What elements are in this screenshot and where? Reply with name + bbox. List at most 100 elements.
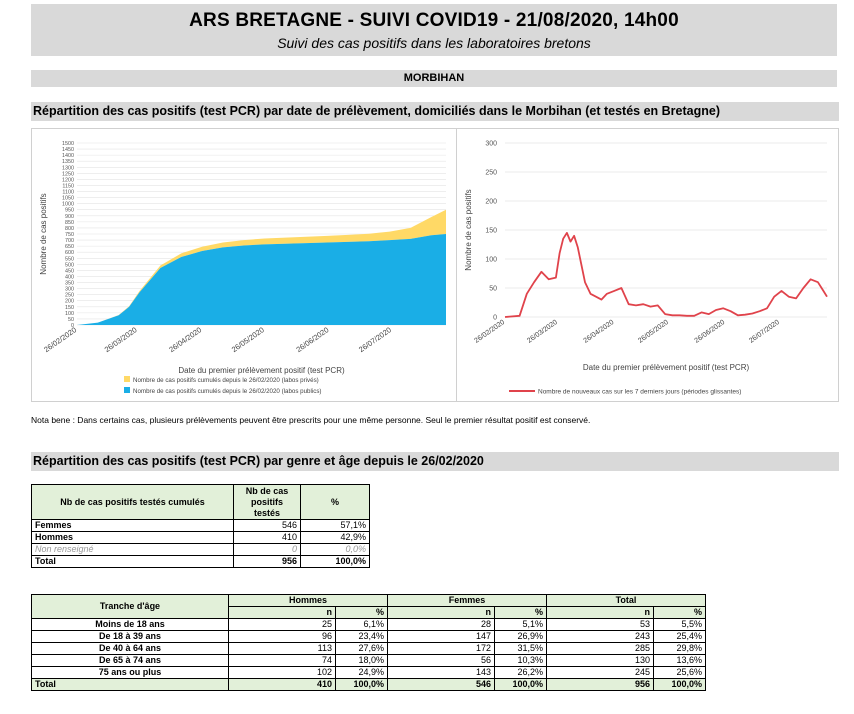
table-row: De 18 à 39 ans 96 23,4% 147 26,9% 243 25,4% [31,630,706,643]
legend-label: Nombre de cas positifs cumulés depuis le… [133,388,321,395]
table-row: Total 956 100,0% [31,555,370,568]
x-tick-label: 26/05/2020 [637,319,670,345]
row-value: 27,6% [335,642,388,655]
x-axis-label: Date du premier prélèvement positif (tes… [583,363,750,372]
age-table: Tranche d'âge Hommes Femmes Total n% n% n%… [31,594,706,691]
row-value: 410 [228,678,336,691]
y-tick-label: 900 [65,214,74,220]
y-tick-label: 650 [65,244,74,250]
row-label: De 65 à 74 ans [31,654,229,667]
row-label: Hommes [31,531,234,544]
row-value: 6,1% [335,618,388,631]
row-value: 285 [546,642,654,655]
row-value: 56 [387,654,495,667]
y-tick-label: 350 [65,281,74,287]
row-value: 243 [546,630,654,643]
y-tick-label: 800 [65,226,74,232]
age-table-header-label: Tranche d'âge [31,594,229,619]
weekly-chart-svg: 0 50 100 150 200 250 300 26/02/2020 26/03/2020 26… [464,141,828,396]
row-value: 0 [233,543,301,556]
x-tick-label: 26/04/2020 [583,319,616,345]
y-tick-label: 1300 [62,165,74,171]
y-tick-label: 850 [65,220,74,226]
row-value: 546 [387,678,495,691]
y-tick-label: 1350 [62,159,74,165]
row-value: 18,0% [335,654,388,667]
y-tick-label: 1100 [62,190,74,196]
y-tick-label: 1250 [62,171,74,177]
row-value: 5,1% [494,618,547,631]
row-value: 147 [387,630,495,643]
x-tick-label: 26/03/2020 [103,325,139,354]
subheader-pct: % [335,606,388,619]
y-tick-label: 200 [485,199,497,206]
table-row: Non renseigné 0 0,0% [31,543,370,556]
x-tick-label: 26/07/2020 [748,319,781,345]
row-label: 75 ans ou plus [31,666,229,679]
row-value: 100,0% [653,678,706,691]
row-value: 130 [546,654,654,667]
gender-table-header-n: Nb de cas positifs testés [233,484,301,520]
table-row: 75 ans ou plus 102 24,9% 143 26,2% 245 25,6% [31,666,706,679]
y-tick-label: 550 [65,256,74,262]
report-subtitle: Suivi des cas positifs dans les laborato… [277,35,591,51]
cumulative-chart-svg: 0501001502002503003504004505005506006507… [39,141,446,395]
section-title-gender-age: Répartition des cas positifs (test PCR) … [31,452,839,471]
weekly-chart: 0 50 100 150 200 250 300 26/02/2020 26/03/2020 26… [456,128,839,402]
row-value: 13,6% [653,654,706,667]
y-tick-label: 0 [71,323,74,329]
y-tick-label: 700 [65,238,74,244]
row-value: 31,5% [494,642,547,655]
row-value: 100,0% [300,555,370,568]
gender-table-header-label: Nb de cas positifs testés cumulés [31,484,234,520]
row-label: Femmes [31,519,234,532]
y-tick-label: 250 [485,170,497,177]
row-value: 0,0% [300,543,370,556]
row-value: 102 [228,666,336,679]
row-value: 25 [228,618,336,631]
legend-swatch [124,387,130,393]
row-label: Total [31,678,229,691]
y-tick-label: 1150 [62,183,74,189]
subheader-n: n [387,606,495,619]
y-tick-label: 500 [65,262,74,268]
y-tick-label: 300 [65,287,74,293]
row-value: 410 [233,531,301,544]
y-tick-label: 1500 [62,141,74,147]
row-value: 24,9% [335,666,388,679]
row-value: 53 [546,618,654,631]
row-value: 100,0% [335,678,388,691]
table-row: Femmes 546 57,1% [31,519,370,532]
row-label: De 40 à 64 ans [31,642,229,655]
subheader-pct: % [494,606,547,619]
row-label: Moins de 18 ans [31,618,229,631]
y-tick-label: 50 [489,286,497,293]
row-value: 100,0% [494,678,547,691]
x-tick-label: 26/05/2020 [230,325,266,354]
legend-label: Nombre de nouveaux cas sur les 7 dernier… [538,389,741,396]
y-tick-label: 50 [68,317,74,323]
y-tick-label: 100 [65,311,74,317]
y-tick-label: 950 [65,208,74,214]
x-tick-label: 26/06/2020 [694,319,727,345]
row-label: Non renseigné [31,543,234,556]
age-table-group-women: Femmes [387,594,547,607]
x-tick-label: 26/02/2020 [473,319,506,345]
area-public-labs [77,234,446,325]
gender-table-header-pct: % [300,484,370,520]
row-value: 143 [387,666,495,679]
report-header: ARS BRETAGNE - SUIVI COVID19 - 21/08/202… [31,4,837,56]
x-tick-label: 26/03/2020 [526,319,559,345]
row-value: 29,8% [653,642,706,655]
table-row: Hommes 410 42,9% [31,531,370,544]
nota-bene: Nota bene : Dans certains cas, plusieurs… [31,415,591,425]
row-value: 113 [228,642,336,655]
y-tick-label: 300 [485,141,497,148]
table-row: Moins de 18 ans 25 6,1% 28 5,1% 53 5,5% [31,618,706,631]
row-label: De 18 à 39 ans [31,630,229,643]
x-tick-label: 26/02/2020 [42,325,78,354]
y-tick-label: 1400 [62,153,74,159]
y-tick-label: 400 [65,274,74,280]
row-value: 10,3% [494,654,547,667]
y-tick-label: 1050 [62,196,74,202]
